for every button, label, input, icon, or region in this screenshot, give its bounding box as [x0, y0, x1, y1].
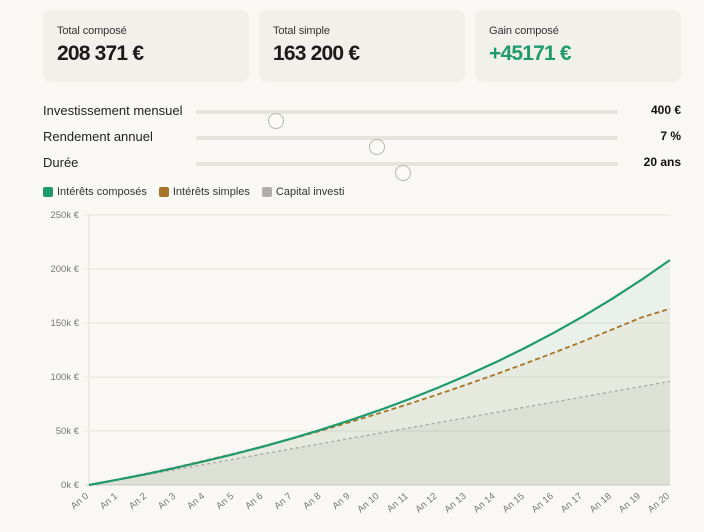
legend-label: Capital investi	[275, 186, 345, 198]
control-label: Rendement annuel	[43, 129, 153, 144]
control-value: 20 ans	[643, 155, 681, 169]
annual-return-slider[interactable]	[196, 136, 618, 155]
area-simple	[89, 308, 670, 485]
x-tick-label: An 10	[355, 491, 381, 515]
x-tick-label: An 20	[646, 491, 672, 515]
x-tick-label: An 15	[501, 491, 527, 515]
area-capital	[89, 381, 670, 485]
stat-value: 163 200 €	[273, 42, 360, 65]
stat-card-compound-gain: Gain composé +45171 €	[475, 10, 681, 82]
control-label: Investissement mensuel	[43, 103, 183, 118]
x-tick-label: An 9	[330, 491, 352, 512]
x-tick-label: An 12	[413, 491, 439, 515]
legend-item-capital[interactable]: Capital investi	[261, 186, 345, 198]
stat-label: Gain composé	[489, 25, 559, 37]
slider-thumb[interactable]	[369, 139, 386, 155]
control-value: 7 %	[660, 129, 681, 143]
x-tick-label: An 4	[185, 491, 207, 512]
stat-value: +45171 €	[489, 42, 572, 65]
y-tick-label: 50k €	[56, 426, 80, 437]
x-tick-label: An 2	[127, 491, 149, 512]
stat-label: Total simple	[273, 25, 330, 37]
x-tick-label: An 18	[588, 491, 614, 515]
monthly-investment-slider[interactable]	[196, 110, 618, 129]
stat-card-total-simple: Total simple 163 200 €	[259, 10, 465, 82]
control-value: 400 €	[650, 103, 681, 117]
x-tick-label: An 13	[442, 491, 468, 515]
x-tick-label: An 5	[214, 491, 236, 512]
area-compound	[89, 260, 670, 485]
slider-thumb[interactable]	[268, 113, 285, 129]
line-compound	[88, 259, 671, 487]
legend-item-compound[interactable]: Intérêts composés	[43, 186, 147, 198]
x-tick-label: An 6	[243, 491, 265, 512]
legend-label: Intérêts composés	[57, 186, 147, 198]
duration-slider[interactable]	[196, 162, 618, 181]
y-tick-label: 100k €	[50, 372, 79, 383]
control-duration: Durée 20 ans	[43, 153, 681, 181]
x-tick-label: An 0	[69, 491, 91, 512]
line-capital	[88, 380, 671, 486]
control-label: Durée	[43, 155, 79, 170]
legend-swatch	[43, 187, 53, 197]
x-tick-label: An 11	[385, 491, 411, 515]
chart-legend: Intérêts composés Intérêts simples Capit…	[43, 186, 344, 198]
x-tick-label: An 8	[301, 491, 323, 512]
y-tick-label: 250k €	[50, 210, 79, 221]
x-tick-label: An 14	[472, 491, 498, 515]
slider-thumb[interactable]	[394, 165, 411, 181]
legend-swatch	[158, 187, 169, 197]
x-tick-label: An 1	[98, 491, 120, 512]
legend-label: Intérêts simples	[172, 186, 250, 198]
x-tick-label: An 7	[272, 491, 294, 512]
stat-card-total-compound: Total composé 208 371 €	[43, 10, 249, 82]
control-monthly-investment: Investissement mensuel 400 €	[43, 101, 681, 129]
y-tick-label: 200k €	[50, 264, 79, 275]
legend-swatch	[261, 187, 272, 197]
y-tick-label: 150k €	[50, 318, 79, 329]
x-tick-label: An 3	[156, 491, 178, 512]
x-tick-label: An 19	[617, 491, 643, 515]
legend-item-simple[interactable]: Intérêts simples	[158, 186, 250, 198]
y-tick-label: 0k €	[61, 480, 80, 491]
x-tick-label: An 16	[530, 491, 556, 515]
stat-label: Total composé	[57, 25, 127, 37]
x-tick-label: An 17	[559, 491, 585, 515]
control-annual-return: Rendement annuel 7 %	[43, 127, 681, 155]
stat-value: 208 371 €	[57, 42, 144, 65]
